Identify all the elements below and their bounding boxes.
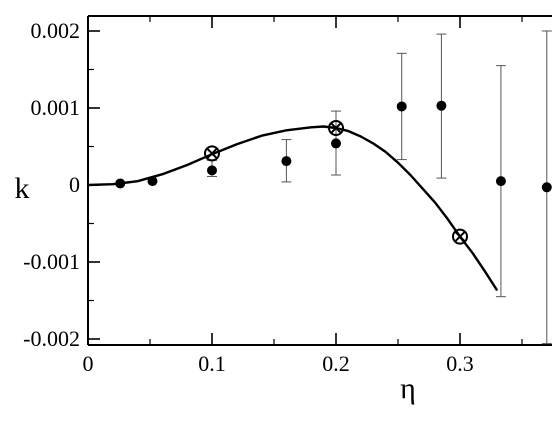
- y-tick-label: -0.002: [23, 326, 80, 351]
- x-tick-label: 0.3: [446, 351, 474, 376]
- x-tick-label: 0: [83, 351, 94, 376]
- circle-cross-markers: [204, 120, 468, 245]
- x-tick-label: 0.2: [322, 351, 350, 376]
- circle-cross-marker: [204, 145, 220, 162]
- plot-area: [87, 15, 552, 346]
- data-point: [495, 176, 506, 187]
- circle-cross-line: [330, 122, 342, 134]
- y-tick-label: -0.001: [23, 249, 80, 274]
- data-point: [436, 100, 447, 111]
- data-points: [115, 100, 552, 193]
- error-bars: [207, 30, 552, 345]
- data-point: [115, 178, 126, 189]
- data-point: [331, 138, 341, 149]
- x-axis-label: η: [400, 372, 416, 405]
- axis-ticks: [87, 16, 523, 345]
- y-tick-label: 0.002: [31, 18, 81, 43]
- circle-cross-line: [454, 230, 466, 243]
- tick-labels: 0 0.1 0.2 0.3 -0.002 -0.001 0 0.001 0.002: [23, 18, 474, 376]
- circle-cross-marker: [452, 228, 468, 245]
- circle-cross-line: [206, 147, 218, 160]
- y-tick-label: 0.001: [31, 95, 81, 120]
- data-point: [396, 101, 407, 112]
- circle-cross-ring: [328, 120, 344, 137]
- x-tick-label: 0.1: [198, 351, 226, 376]
- data-point: [207, 165, 217, 176]
- circle-cross-ring: [204, 145, 220, 162]
- fit-curve-line: [87, 125, 499, 292]
- data-point: [147, 176, 158, 187]
- circle-cross-marker: [328, 120, 344, 137]
- data-point: [281, 156, 292, 167]
- fit-curve: [87, 125, 499, 292]
- y-axis-label: k: [15, 172, 30, 205]
- circle-cross-ring: [452, 228, 468, 245]
- data-point: [541, 182, 552, 193]
- y-tick-label: 0: [69, 172, 80, 197]
